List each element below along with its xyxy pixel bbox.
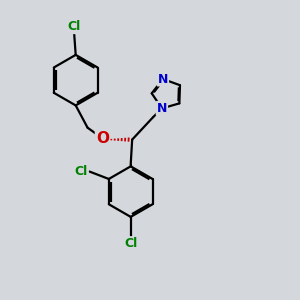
Text: Cl: Cl <box>68 20 81 33</box>
Text: N: N <box>158 73 168 85</box>
Text: N: N <box>157 102 167 115</box>
Text: O: O <box>96 130 109 146</box>
Text: Cl: Cl <box>74 165 88 178</box>
Text: Cl: Cl <box>124 237 137 250</box>
